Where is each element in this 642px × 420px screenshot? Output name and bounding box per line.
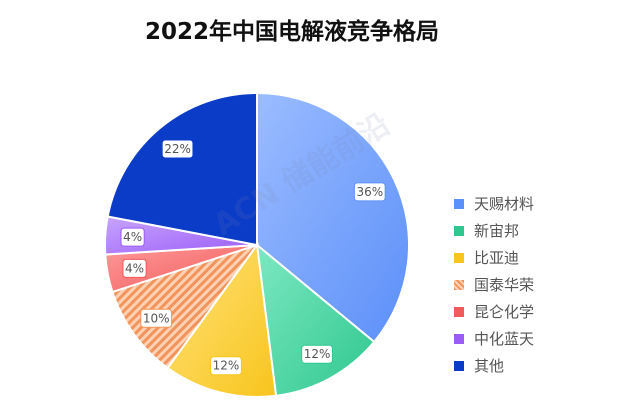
legend-swatch <box>454 360 464 371</box>
slice-label-box-6 <box>120 227 145 247</box>
legend-label: 其他 <box>474 357 505 375</box>
legend-label: 天赐材料 <box>474 195 535 213</box>
legend-label: 国泰华荣 <box>474 276 535 294</box>
legend-swatch <box>454 252 464 263</box>
legend-item-4[interactable]: 国泰华荣 <box>454 271 534 298</box>
chart-legend: 天赐材料新宙邦比亚迪国泰华荣昆仑化学中化蓝天其他 <box>454 190 534 379</box>
legend-item-7[interactable]: 其他 <box>454 352 534 379</box>
slice-label-5: 4% <box>125 261 144 275</box>
legend-swatch <box>454 333 464 344</box>
slice-label-2: 12% <box>304 347 331 361</box>
pie-slice-3 <box>166 242 278 398</box>
legend-label: 中化蓝天 <box>474 330 535 348</box>
pie-slice-4 <box>111 243 260 370</box>
slice-label-box-7 <box>161 139 194 159</box>
legend-swatch <box>454 279 464 290</box>
legend-label: 昆仑化学 <box>474 303 535 321</box>
slice-label-6: 4% <box>123 230 142 244</box>
legend-label: 新宙邦 <box>474 222 520 240</box>
legend-label: 比亚迪 <box>474 249 520 267</box>
slice-label-box-3 <box>210 356 242 376</box>
legend-swatch <box>454 198 464 209</box>
slice-label-7: 22% <box>164 142 191 156</box>
pie-slice-1 <box>256 91 410 344</box>
legend-item-2[interactable]: 新宙邦 <box>454 217 534 244</box>
legend-item-5[interactable]: 昆仑化学 <box>454 298 534 325</box>
legend-item-6[interactable]: 中化蓝天 <box>454 325 534 352</box>
slice-label-box-5 <box>122 258 147 278</box>
pie-slice-7 <box>106 91 258 247</box>
legend-item-1[interactable]: 天赐材料 <box>454 190 534 217</box>
slice-label-3: 12% <box>213 359 240 373</box>
chart-title: 2022年中国电解液竞争格局 <box>144 19 439 45</box>
slice-label-1: 36% <box>356 185 383 199</box>
slice-label-4: 10% <box>143 311 170 325</box>
legend-item-3[interactable]: 比亚迪 <box>454 244 534 271</box>
slice-label-box-2 <box>301 344 333 364</box>
legend-swatch <box>454 306 464 317</box>
slice-label-box-1 <box>353 182 386 202</box>
pie-slice-2 <box>255 242 376 397</box>
slice-label-box-4 <box>140 308 173 328</box>
legend-swatch <box>454 225 464 236</box>
